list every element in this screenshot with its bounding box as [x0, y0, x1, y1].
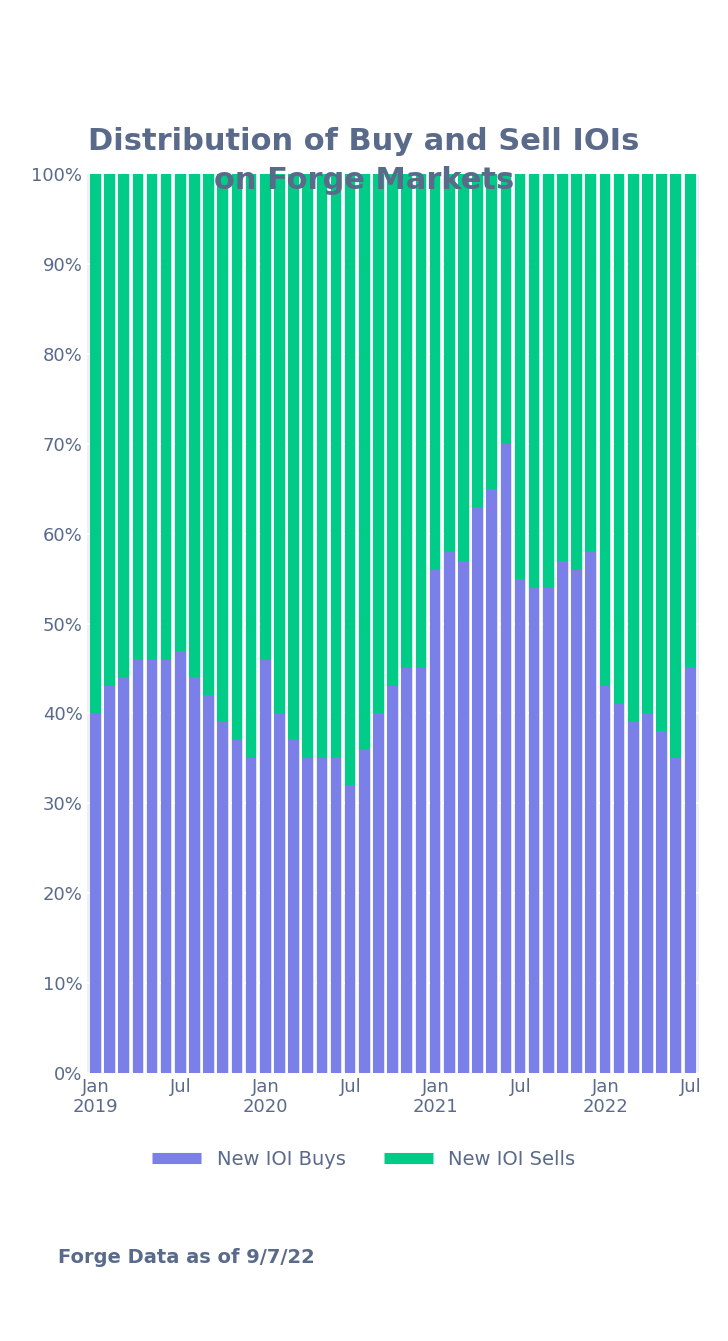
Bar: [501, 174, 513, 444]
Bar: [246, 759, 258, 1073]
Bar: [614, 174, 625, 704]
Bar: [175, 650, 186, 1073]
Text: Distribution of Buy and Sell IOIs
on Forge Markets: Distribution of Buy and Sell IOIs on For…: [88, 127, 640, 194]
Bar: [260, 660, 272, 1073]
Bar: [302, 759, 314, 1073]
Bar: [486, 489, 498, 1073]
Bar: [260, 174, 272, 660]
Bar: [529, 174, 540, 587]
Bar: [161, 660, 173, 1073]
Bar: [288, 740, 300, 1073]
Bar: [132, 660, 144, 1073]
Bar: [430, 174, 441, 570]
Bar: [345, 786, 357, 1073]
Bar: [146, 174, 158, 660]
Bar: [203, 174, 215, 696]
Bar: [416, 668, 427, 1073]
Bar: [132, 174, 144, 660]
Bar: [529, 587, 540, 1073]
Bar: [331, 759, 342, 1073]
Bar: [642, 713, 654, 1073]
Bar: [317, 759, 328, 1073]
Bar: [302, 174, 314, 759]
Bar: [359, 174, 371, 750]
Bar: [600, 174, 612, 687]
Bar: [684, 668, 696, 1073]
Bar: [472, 174, 484, 507]
Bar: [373, 174, 385, 713]
Bar: [430, 570, 441, 1073]
Bar: [600, 687, 612, 1073]
Bar: [288, 174, 300, 740]
Bar: [458, 561, 470, 1073]
Bar: [274, 174, 285, 713]
Bar: [642, 174, 654, 713]
Bar: [472, 507, 484, 1073]
Bar: [345, 174, 357, 786]
Bar: [401, 174, 413, 668]
Bar: [571, 570, 583, 1073]
Bar: [104, 687, 116, 1073]
Bar: [232, 174, 243, 740]
Bar: [246, 174, 258, 759]
Bar: [614, 704, 625, 1073]
Bar: [146, 660, 158, 1073]
Bar: [444, 551, 456, 1073]
Bar: [387, 174, 399, 687]
Bar: [458, 174, 470, 561]
Bar: [416, 174, 427, 668]
Text: Forge Data as of 9/7/22: Forge Data as of 9/7/22: [58, 1248, 315, 1267]
Bar: [543, 587, 555, 1073]
Bar: [486, 174, 498, 489]
Legend: New IOI Buys, New IOI Sells: New IOI Buys, New IOI Sells: [145, 1143, 583, 1177]
Bar: [684, 174, 696, 668]
Bar: [90, 713, 102, 1073]
Bar: [501, 444, 513, 1073]
Bar: [571, 174, 583, 570]
Bar: [331, 174, 342, 759]
Bar: [543, 174, 555, 587]
Bar: [387, 687, 399, 1073]
Bar: [557, 561, 569, 1073]
Bar: [359, 750, 371, 1073]
Bar: [90, 174, 102, 713]
Bar: [628, 174, 640, 723]
Bar: [656, 174, 668, 731]
Bar: [557, 174, 569, 561]
Bar: [218, 723, 229, 1073]
Bar: [189, 174, 201, 677]
Bar: [317, 174, 328, 759]
Bar: [670, 759, 682, 1073]
Bar: [175, 174, 186, 650]
Bar: [515, 579, 526, 1073]
Bar: [515, 174, 526, 579]
Bar: [585, 174, 597, 551]
Bar: [119, 174, 130, 677]
Bar: [232, 740, 243, 1073]
Bar: [274, 713, 285, 1073]
Bar: [104, 174, 116, 687]
Bar: [670, 174, 682, 759]
Bar: [585, 551, 597, 1073]
Bar: [203, 696, 215, 1073]
Bar: [373, 713, 385, 1073]
Bar: [401, 668, 413, 1073]
Bar: [161, 174, 173, 660]
Bar: [656, 731, 668, 1073]
Bar: [189, 677, 201, 1073]
Bar: [218, 174, 229, 723]
Bar: [628, 723, 640, 1073]
Bar: [119, 677, 130, 1073]
Bar: [444, 174, 456, 551]
